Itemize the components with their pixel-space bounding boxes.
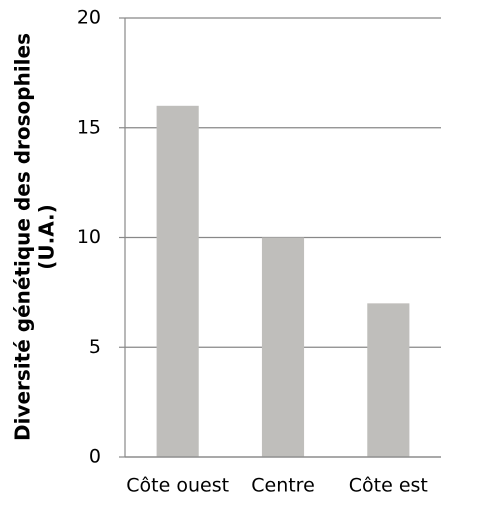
y-axis-label-line: (U.A.)	[35, 204, 59, 270]
y-tick-label: 15	[77, 116, 101, 138]
y-tick-label: 0	[89, 446, 101, 468]
y-tick-label: 5	[89, 336, 101, 358]
x-tick-label: Côte est	[349, 475, 428, 497]
y-axis-label: Diversité génétique des drosophiles (U.A…	[11, 33, 59, 441]
y-tick-label: 20	[77, 7, 101, 29]
bar	[367, 303, 410, 457]
y-axis-label-line: Diversité génétique des drosophiles	[11, 33, 35, 441]
bar	[156, 105, 199, 458]
y-tick-label: 10	[77, 226, 101, 248]
x-tick-label: Centre	[251, 475, 315, 497]
bar	[261, 237, 305, 457]
x-tick-label: Côte ouest	[126, 475, 229, 497]
